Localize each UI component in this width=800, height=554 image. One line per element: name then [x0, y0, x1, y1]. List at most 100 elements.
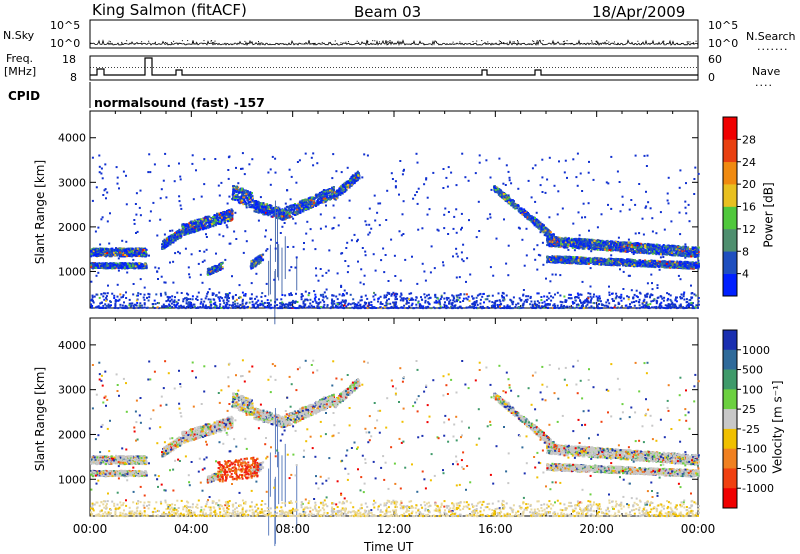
power-echo — [209, 218, 212, 221]
power-echo — [305, 202, 308, 205]
power-echo — [114, 265, 117, 268]
power-echo — [493, 186, 496, 189]
power-echo — [204, 227, 207, 230]
power-echo — [220, 262, 223, 265]
power-echo — [211, 266, 214, 268]
power-echo — [174, 237, 177, 240]
power-echo — [506, 200, 509, 203]
power-echo — [143, 249, 146, 251]
power-echo — [95, 250, 98, 252]
power-echo — [99, 247, 102, 250]
power-echo — [349, 183, 352, 186]
power-echo — [258, 207, 261, 210]
power-echo — [202, 224, 205, 227]
search-noise-dot — [687, 41, 689, 43]
power-echo — [227, 218, 230, 220]
power-echo — [677, 246, 679, 248]
power-echo — [100, 250, 103, 253]
power-echo — [130, 264, 133, 267]
search-noise-dot — [108, 40, 110, 42]
search-noise-dot — [596, 41, 598, 43]
power-echo — [183, 229, 186, 232]
search-noise-dot — [213, 41, 215, 43]
power-echo — [247, 200, 250, 203]
power-echo — [128, 265, 131, 268]
power-echo — [203, 218, 206, 221]
power-echo — [294, 213, 296, 216]
power-echo — [193, 230, 196, 233]
search-noise-dot — [476, 40, 478, 42]
power-echo — [280, 218, 283, 221]
search-noise-dot — [555, 43, 557, 45]
search-noise-dot — [134, 43, 136, 45]
power-echo — [539, 221, 542, 224]
power-echo — [512, 204, 515, 207]
power-echo — [667, 244, 670, 247]
power-echo — [226, 214, 229, 217]
power-echo — [281, 215, 284, 218]
power-echo — [201, 219, 204, 222]
power-echo — [114, 249, 117, 252]
search-noise-dot — [503, 42, 505, 44]
power-echo — [288, 212, 291, 215]
power-echo — [311, 204, 314, 207]
power-echo — [134, 247, 137, 250]
power-echo — [92, 254, 95, 257]
power-echo — [124, 254, 127, 256]
power-echo — [531, 221, 534, 224]
power-echo — [239, 202, 242, 205]
power-echo — [172, 241, 175, 244]
power-echo — [260, 259, 262, 262]
power-echo — [245, 193, 248, 196]
search-noise-dot — [164, 42, 166, 44]
power-echo — [219, 217, 222, 220]
power-echo — [221, 218, 224, 221]
sky-noise-line — [89, 39, 699, 47]
power-echo — [348, 181, 350, 184]
power-echo — [577, 245, 580, 247]
power-echo — [283, 218, 286, 221]
power-echo — [201, 227, 204, 230]
power-echo — [243, 198, 246, 201]
power-echo — [548, 233, 551, 236]
power-echo — [260, 207, 262, 210]
power-echo — [103, 254, 106, 257]
power-echo — [217, 219, 220, 221]
power-echo — [556, 244, 559, 247]
power-echo — [95, 264, 98, 267]
power-echo — [612, 245, 615, 248]
power-echo — [104, 254, 107, 257]
power-echo — [111, 267, 114, 270]
power-echo — [620, 245, 623, 248]
power-echo — [332, 186, 335, 189]
power-echo — [545, 227, 548, 230]
power-echo — [266, 212, 269, 215]
power-echo — [234, 189, 237, 192]
search-noise-dot — [596, 40, 598, 42]
power-echo — [135, 263, 138, 266]
search-noise-dot — [334, 40, 336, 42]
power-echo — [262, 213, 265, 215]
power-echo — [508, 196, 511, 199]
power-echo — [689, 247, 692, 250]
power-echo — [277, 207, 279, 210]
power-echo — [198, 228, 201, 231]
power-echo — [226, 211, 229, 214]
power-echo — [126, 265, 129, 268]
power-echo — [324, 193, 327, 196]
power-echo — [203, 227, 205, 229]
power-echo — [245, 203, 248, 206]
power-echo — [217, 220, 220, 223]
power-echo — [136, 265, 138, 268]
power-echo — [173, 239, 176, 242]
search-noise-dot — [346, 43, 348, 45]
power-echo — [671, 245, 674, 248]
power-echo — [166, 245, 169, 247]
power-echo — [169, 243, 171, 246]
search-noise-dot — [500, 41, 502, 43]
power-echo — [306, 206, 309, 209]
power-echo — [207, 220, 210, 222]
power-echo — [310, 199, 312, 202]
power-echo — [526, 216, 529, 219]
power-echo — [278, 213, 281, 216]
